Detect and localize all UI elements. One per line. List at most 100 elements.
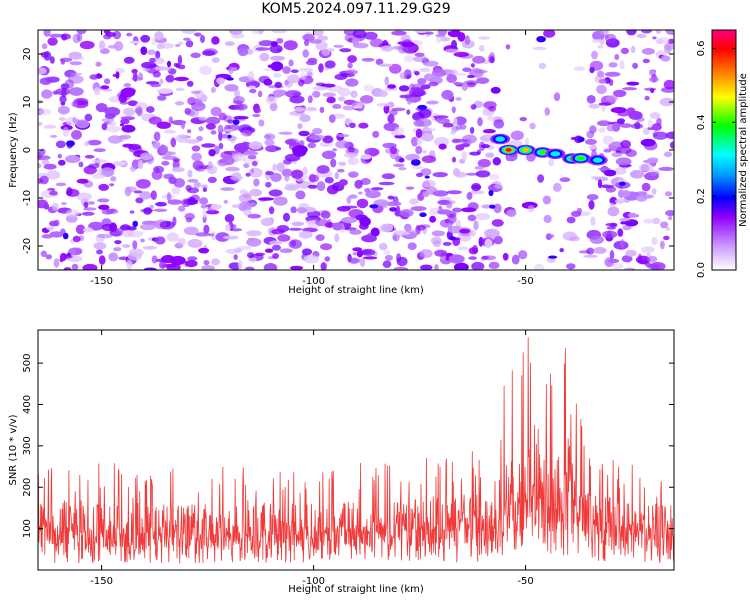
noise-blob xyxy=(276,162,285,172)
noise-blob xyxy=(265,96,278,105)
noise-blob xyxy=(511,254,520,265)
noise-blob xyxy=(72,56,85,61)
noise-blob xyxy=(359,258,366,267)
noise-blob xyxy=(101,88,113,92)
noise-blob xyxy=(143,267,157,270)
noise-blob xyxy=(154,66,168,71)
noise-blob xyxy=(70,72,83,76)
noise-blob xyxy=(228,30,243,35)
noise-blob xyxy=(287,74,300,84)
noise-blob xyxy=(586,95,596,104)
noise-blob xyxy=(237,47,249,57)
noise-blob xyxy=(257,90,263,98)
noise-blob xyxy=(186,80,194,87)
noise-blob xyxy=(260,217,274,227)
noise-blob xyxy=(139,191,152,200)
noise-blob xyxy=(570,136,577,140)
noise-blob xyxy=(58,117,66,121)
noise-blob xyxy=(309,134,325,140)
noise-blob xyxy=(641,30,652,34)
noise-blob xyxy=(60,202,67,205)
noise-blob xyxy=(98,183,110,191)
noise-blob xyxy=(208,233,215,237)
noise-blob xyxy=(201,184,209,189)
noise-blob xyxy=(121,124,136,133)
noise-blob xyxy=(315,41,328,51)
noise-blob-strong xyxy=(424,175,430,179)
noise-blob xyxy=(187,238,203,248)
noise-blob xyxy=(305,71,315,77)
noise-blob xyxy=(315,234,325,242)
noise-blob xyxy=(422,150,427,154)
noise-blob xyxy=(288,142,302,151)
noise-blob xyxy=(324,176,334,184)
noise-blob xyxy=(632,62,638,69)
noise-blob xyxy=(457,246,468,251)
noise-blob xyxy=(324,256,331,262)
noise-blob xyxy=(387,195,395,200)
noise-blob xyxy=(174,76,190,82)
noise-blob xyxy=(346,196,352,205)
noise-blob xyxy=(438,196,452,201)
noise-blob xyxy=(258,40,275,47)
noise-blob xyxy=(484,238,493,249)
noise-blob xyxy=(201,143,216,148)
noise-blob xyxy=(518,250,528,260)
noise-blob xyxy=(488,174,499,181)
noise-blob xyxy=(665,227,671,231)
noise-blob xyxy=(218,142,224,150)
noise-blob xyxy=(76,30,87,35)
noise-blob xyxy=(71,129,82,140)
noise-blob xyxy=(250,168,255,174)
noise-blob xyxy=(604,71,621,77)
noise-blob xyxy=(407,242,417,250)
signal-trace-point xyxy=(495,136,506,142)
signal-trace xyxy=(490,133,608,166)
noise-blob xyxy=(66,252,71,257)
noise-blob-strong xyxy=(232,119,240,125)
noise-blob xyxy=(43,203,50,210)
noise-blob xyxy=(608,62,618,68)
noise-blob xyxy=(191,101,206,112)
noise-blob xyxy=(302,49,310,58)
noise-blob xyxy=(160,145,169,154)
noise-blob xyxy=(298,230,313,239)
noise-blob xyxy=(363,31,378,40)
noise-blob xyxy=(373,199,389,207)
noise-blob xyxy=(89,74,99,80)
noise-blob xyxy=(376,103,391,107)
noise-blob xyxy=(617,228,624,237)
noise-blob xyxy=(113,247,122,252)
noise-blob xyxy=(155,50,161,60)
noise-blob xyxy=(57,153,62,159)
colorbar-tick-label: 0.2 xyxy=(696,188,707,204)
noise-blob xyxy=(358,191,363,195)
noise-blob xyxy=(641,182,651,192)
noise-blob xyxy=(307,57,318,63)
noise-blob xyxy=(399,209,414,218)
noise-blob xyxy=(201,265,215,270)
noise-blob xyxy=(187,196,197,205)
noise-blob xyxy=(243,150,259,156)
noise-blob xyxy=(215,232,230,242)
noise-blob xyxy=(112,30,122,40)
noise-blob xyxy=(167,199,182,205)
noise-blob xyxy=(228,66,234,75)
noise-blob xyxy=(460,143,470,148)
noise-blob xyxy=(315,218,329,227)
noise-blob xyxy=(596,84,607,95)
noise-blob xyxy=(190,90,201,95)
noise-blob xyxy=(126,186,137,193)
noise-blob xyxy=(490,86,501,94)
noise-blob xyxy=(174,43,181,48)
noise-blob xyxy=(492,157,501,166)
noise-blob xyxy=(602,230,618,239)
colorbar-label: Normalized spectral amplitude xyxy=(738,73,749,227)
noise-blob xyxy=(269,240,283,245)
noise-blob xyxy=(46,170,61,180)
noise-blob xyxy=(222,128,234,132)
noise-blob xyxy=(41,159,50,165)
noise-blob xyxy=(92,159,107,164)
noise-blob xyxy=(378,242,388,251)
noise-blob xyxy=(544,107,550,116)
